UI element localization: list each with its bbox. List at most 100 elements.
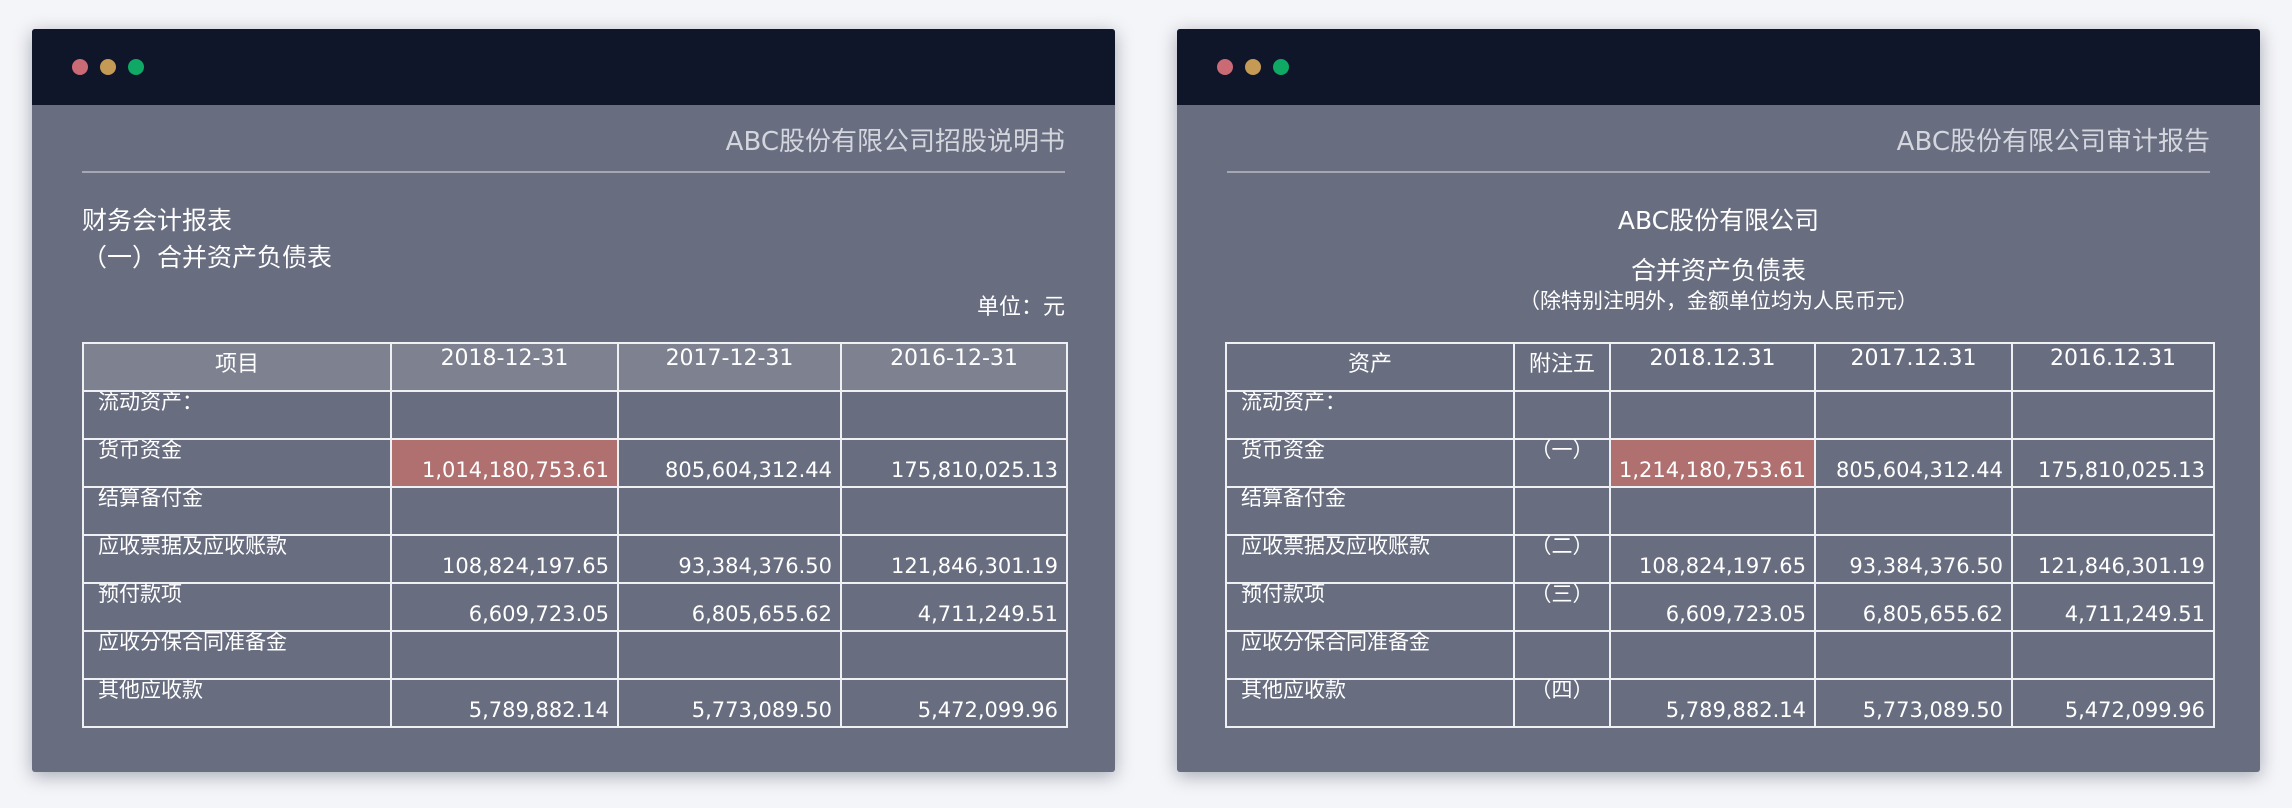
table-row: 结算备付金 (82, 486, 1068, 536)
value-cell: 805,604,312.44 (617, 438, 842, 488)
value-cell: 6,609,723.05 (1608, 582, 1817, 632)
value-cell: 4,711,249.51 (2011, 582, 2216, 632)
close-dot-icon[interactable] (1217, 59, 1233, 75)
value-cell (2011, 486, 2216, 536)
value-cell: 108,824,197.65 (390, 534, 619, 584)
highlighted-value-cell: 1,214,180,753.61 (1608, 438, 1817, 488)
column-header: 附注五 (1513, 342, 1611, 392)
window-titlebar (32, 29, 1115, 105)
table-row: 货币资金 1,014,180,753.61 805,604,312.44 175,81… (82, 438, 1068, 488)
value-cell (390, 390, 619, 440)
value-cell: 5,472,099.96 (840, 678, 1068, 728)
column-header: 2016.12.31 (2011, 342, 2216, 392)
column-header: 2017.12.31 (1814, 342, 2014, 392)
row-label: 货币资金 (1225, 438, 1515, 488)
value-cell (617, 630, 842, 680)
column-header: 2018-12-31 (390, 342, 619, 392)
value-cell: 6,609,723.05 (390, 582, 619, 632)
table-row: 流动资产： (82, 390, 1068, 440)
unit-label: 单位：元 (976, 295, 1065, 320)
table-row: 货币资金 （一） 1,214,180,753.61 805,604,312.44 175… (1225, 438, 2216, 488)
row-label: 应收分保合同准备金 (1225, 630, 1515, 680)
table-row: 预付款项 6,609,723.05 6,805,655.62 4,711,249.51 (82, 582, 1068, 632)
table-row: 流动资产： (1225, 390, 2216, 440)
maximize-dot-icon[interactable] (128, 59, 144, 75)
note-ref: （三） (1513, 582, 1611, 632)
balance-sheet-table: 资产 附注五 2018.12.31 2017.12.31 2016.12.31 流动资产… (1225, 342, 2216, 728)
value-cell (1814, 390, 2014, 440)
row-label: 其他应收款 (82, 678, 392, 728)
note-ref (1513, 390, 1611, 440)
value-cell: 5,773,089.50 (617, 678, 842, 728)
minimize-dot-icon[interactable] (1245, 59, 1261, 75)
divider (82, 171, 1065, 173)
note-ref (1513, 630, 1611, 680)
value-cell: 5,789,882.14 (390, 678, 619, 728)
close-dot-icon[interactable] (72, 59, 88, 75)
row-label: 其他应收款 (1225, 678, 1515, 728)
value-cell: 6,805,655.62 (1814, 582, 2014, 632)
value-cell (390, 630, 619, 680)
value-cell (1814, 486, 2014, 536)
currency-note: （除特别注明外，金额单位均为人民币元） (1519, 289, 1918, 313)
value-cell (1608, 630, 1817, 680)
document-title: ABC股份有限公司审计报告 (1896, 127, 2210, 157)
value-cell: 108,824,197.65 (1608, 534, 1817, 584)
value-cell: 175,810,025.13 (2011, 438, 2216, 488)
value-cell: 93,384,376.50 (617, 534, 842, 584)
row-label: 货币资金 (82, 438, 392, 488)
value-cell: 6,805,655.62 (617, 582, 842, 632)
note-ref (1513, 486, 1611, 536)
table-row: 应收分保合同准备金 (1225, 630, 2216, 680)
window-titlebar (1177, 29, 2260, 105)
row-label: 流动资产： (82, 390, 392, 440)
value-cell: 805,604,312.44 (1814, 438, 2014, 488)
minimize-dot-icon[interactable] (100, 59, 116, 75)
maximize-dot-icon[interactable] (1273, 59, 1289, 75)
row-label: 流动资产： (1225, 390, 1515, 440)
table-row: 结算备付金 (1225, 486, 2216, 536)
value-cell: 121,846,301.19 (2011, 534, 2216, 584)
section-title: 财务会计报表 (82, 206, 233, 235)
note-ref: （一） (1513, 438, 1611, 488)
value-cell (2011, 630, 2216, 680)
value-cell: 5,773,089.50 (1814, 678, 2014, 728)
table-row: 其他应收款 5,789,882.14 5,773,089.50 5,472,099.9… (82, 678, 1068, 728)
value-cell (840, 390, 1068, 440)
value-cell: 5,789,882.14 (1608, 678, 1817, 728)
value-cell (840, 630, 1068, 680)
row-label: 应收分保合同准备金 (82, 630, 392, 680)
column-header: 2018.12.31 (1608, 342, 1817, 392)
value-cell: 175,810,025.13 (840, 438, 1068, 488)
value-cell (1608, 486, 1817, 536)
company-name: ABC股份有限公司 (1617, 206, 1820, 235)
note-ref: （二） (1513, 534, 1611, 584)
row-label: 应收票据及应收账款 (82, 534, 392, 584)
column-header: 2017-12-31 (617, 342, 842, 392)
column-header: 项目 (82, 342, 392, 392)
balance-sheet-table: 项目 2018-12-31 2017-12-31 2016-12-31 流动资产： 货币… (82, 342, 1068, 728)
column-header: 资产 (1225, 342, 1515, 392)
note-ref: （四） (1513, 678, 1611, 728)
header-row: 资产 附注五 2018.12.31 2017.12.31 2016.12.31 (1225, 342, 2216, 392)
subsection-title: （一）合并资产负债表 (82, 243, 333, 272)
value-cell: 121,846,301.19 (840, 534, 1068, 584)
table-row: 应收分保合同准备金 (82, 630, 1068, 680)
value-cell: 93,384,376.50 (1814, 534, 2014, 584)
table-row: 其他应收款 （四） 5,789,882.14 5,773,089.50 5,472,09… (1225, 678, 2216, 728)
value-cell (1814, 630, 2014, 680)
divider (1227, 171, 2210, 173)
header-row: 项目 2018-12-31 2017-12-31 2016-12-31 (82, 342, 1068, 392)
value-cell (1608, 390, 1817, 440)
value-cell (617, 486, 842, 536)
table-row: 预付款项 （三） 6,609,723.05 6,805,655.62 4,711,249… (1225, 582, 2216, 632)
row-label: 结算备付金 (82, 486, 392, 536)
value-cell: 5,472,099.96 (2011, 678, 2216, 728)
value-cell (2011, 390, 2216, 440)
row-label: 预付款项 (82, 582, 392, 632)
value-cell (617, 390, 842, 440)
document-title: ABC股份有限公司招股说明书 (725, 127, 1065, 157)
highlighted-value-cell: 1,014,180,753.61 (390, 438, 619, 488)
audit-report-window: ABC股份有限公司审计报告 ABC股份有限公司 合并资产负债表 （除特别注明外，… (1177, 29, 2260, 772)
column-header: 2016-12-31 (840, 342, 1068, 392)
